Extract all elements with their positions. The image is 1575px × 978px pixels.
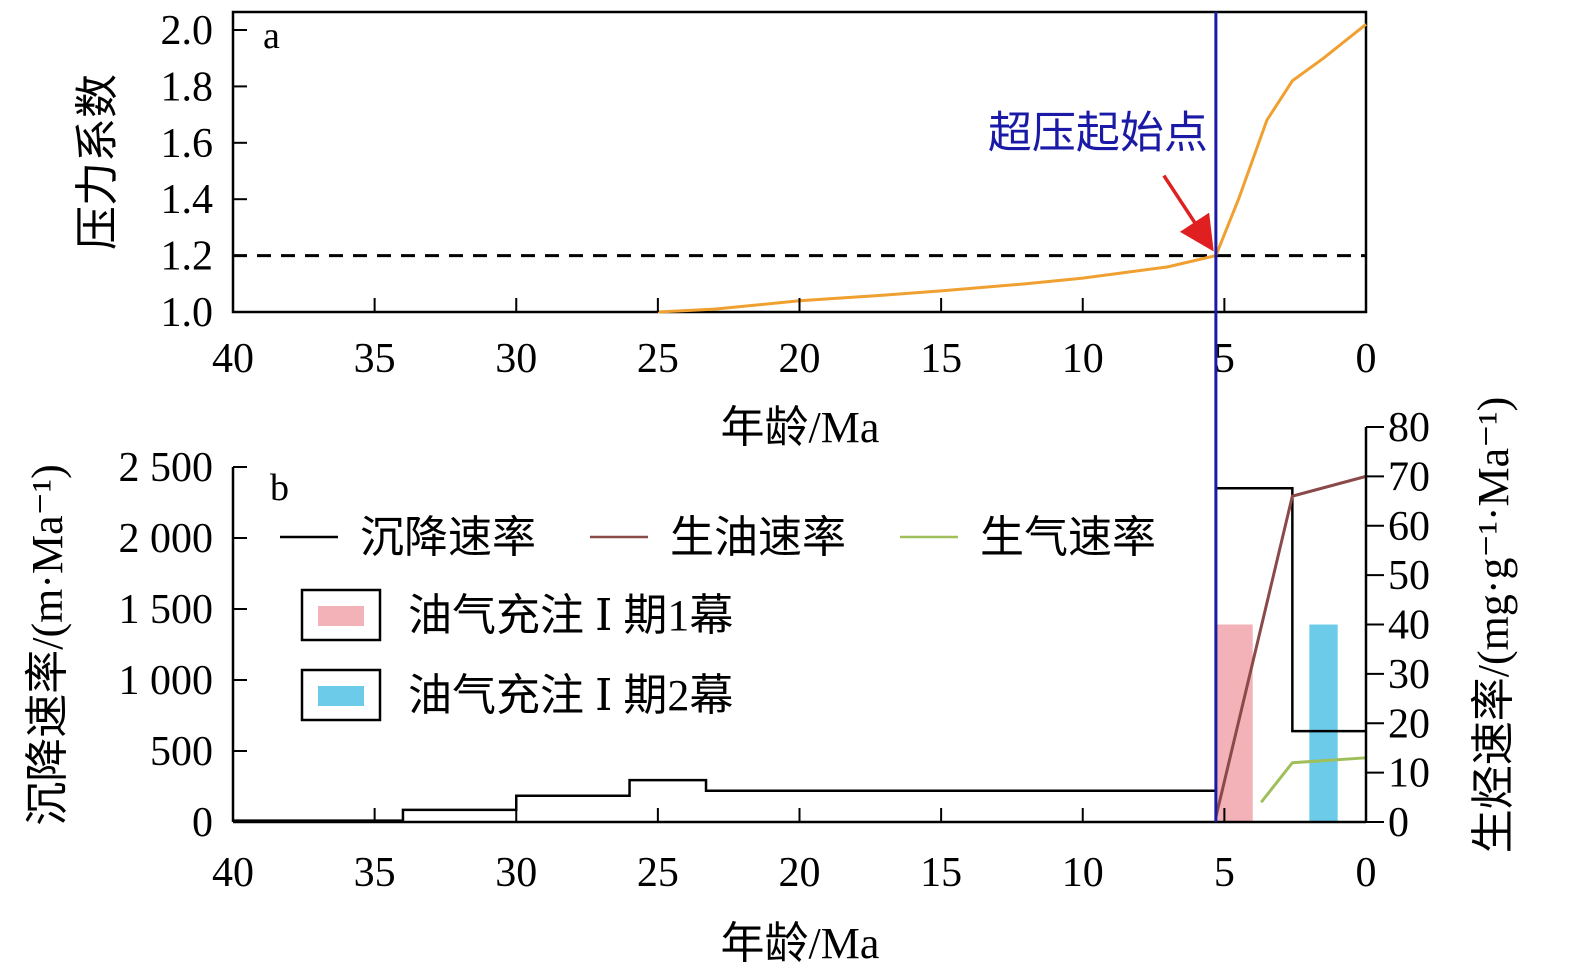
panel-a-x-tick-label: 35 [354,336,396,382]
panel-a-x-axis-title: 年龄/Ma [721,403,880,452]
panel-b-x-tick-label: 40 [212,850,254,896]
panel-b-x-tick-label: 5 [1214,850,1235,896]
panel-b-left-tick-label: 0 [192,800,213,846]
legend-line-label: 生油速率 [670,513,846,562]
panel-b-right-tick-label: 80 [1388,405,1430,451]
legend-box-swatch [318,686,364,706]
legend-line-label: 沉降速率 [360,513,536,562]
panel-a-ticks-layer: 40 35 30 25 20 15 10 5 0 1.0 1.2 1.4 1.6 1.8 2.0 [161,8,1377,382]
overpressure-onset-arrow [1162,174,1214,252]
panel-b-right-tick-label: 0 [1388,800,1409,846]
oil-generation-rate-line [1214,474,1367,818]
panel-a-x-tick-label: 10 [1062,336,1104,382]
panel-b-left-tick-label: 2 500 [119,445,214,491]
panel-b-right-tick-label: 60 [1388,504,1430,550]
panel-b-x-tick-label: 20 [779,850,821,896]
panel-b-left-tick-label: 1 000 [119,658,214,704]
panel-b-right-tick-label: 30 [1388,652,1430,698]
gas-generation-rate-line [1260,756,1367,804]
legend-line-label: 生气速率 [980,513,1156,562]
panel-b-right-tick-label: 50 [1388,553,1430,599]
panel-b-right-tick-label: 70 [1388,454,1430,500]
legend-box-label: 油气充注 Ⅰ 期1幕 [408,591,733,640]
panel-b-right-tick-label: 10 [1388,751,1430,797]
panel-a-label: a [263,15,280,57]
subsidence-rate-line [233,487,1366,822]
overpressure-onset-label: 超压起始点 [988,109,1208,158]
panel-a-series-layer [233,23,1367,314]
panel-a-plot-area [231,10,1368,314]
panel-a-x-tick-label: 40 [212,336,254,382]
panel-b-right-tick-label: 20 [1388,701,1430,747]
pressure-coefficient-line [657,23,1367,314]
panel-a-x-tick-label: 15 [920,336,962,382]
panel-b-x-tick-label: 15 [920,850,962,896]
panel-b-left-tick-label: 2 000 [119,516,214,562]
panel-b-left-tick-label: 1 500 [119,587,214,633]
legend-box-label: 油气充注 Ⅰ 期2幕 [408,671,733,720]
panel-b-right-y-axis-title: 生烃速率/(mg·g⁻¹·Ma⁻¹) [1469,397,1518,854]
panel-a-x-tick-label: 5 [1214,336,1235,382]
panel-b-x-tick-label: 25 [637,850,679,896]
charging-phase-2-bar [1309,624,1338,822]
panel-b-x-tick-label: 35 [354,850,396,896]
panel-a-pressure-coefficient-chart: 40 35 30 25 20 15 10 5 0 1.0 1.2 1.4 1.6 1.8 2.0 超压起始点… [73,8,1377,452]
panel-a-x-tick-label: 30 [495,336,537,382]
panel-b-charging-bars-layer [1215,624,1338,822]
panel-a-x-tick-label: 0 [1356,336,1377,382]
panel-a-y-tick-label: 2.0 [161,8,214,54]
panel-b-left-y-axis-title: 沉降速率/(m·Ma⁻¹) [23,464,72,825]
panel-b-label: b [270,467,289,509]
panel-a-y-axis-title: 压力系数 [73,74,122,250]
panel-b-left-tick-label: 500 [150,729,213,775]
panel-b-axes-layer [231,427,1368,824]
panel-a-y-tick-label: 1.6 [161,121,214,167]
panel-b-x-tick-label: 30 [495,850,537,896]
legend-box-swatch [318,606,364,626]
panel-a-x-tick-label: 20 [779,336,821,382]
panel-a-y-tick-label: 1.0 [161,290,214,336]
panel-b-x-axis-title: 年龄/Ma [721,919,880,968]
panel-b-right-tick-label: 40 [1388,603,1430,649]
panel-a-y-tick-label: 1.2 [161,234,214,280]
panel-a-x-tick-label: 25 [637,336,679,382]
panel-b-x-tick-label: 0 [1356,850,1377,896]
panel-a-y-tick-label: 1.4 [161,177,214,223]
panel-a-annotation-layer: 超压起始点 [988,109,1214,252]
panel-a-frame [231,10,1368,314]
panel-a-y-tick-label: 1.8 [161,64,214,110]
panel-b-x-tick-label: 10 [1062,850,1104,896]
